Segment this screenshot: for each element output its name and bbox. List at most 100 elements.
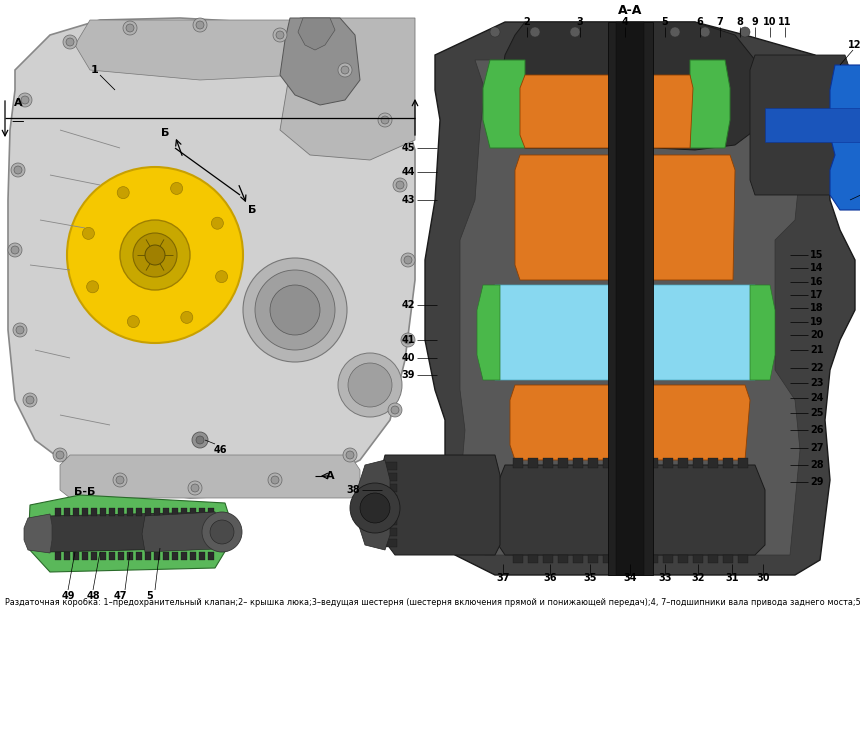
Bar bbox=[208, 552, 214, 560]
Circle shape bbox=[338, 353, 402, 417]
Bar bbox=[199, 508, 205, 516]
Circle shape bbox=[276, 31, 284, 39]
Text: 1: 1 bbox=[91, 65, 99, 75]
Text: 19: 19 bbox=[810, 317, 824, 327]
Bar bbox=[190, 508, 196, 516]
Circle shape bbox=[270, 285, 320, 335]
Bar bbox=[573, 458, 583, 468]
Bar bbox=[648, 555, 658, 563]
Polygon shape bbox=[613, 148, 640, 220]
Circle shape bbox=[271, 476, 279, 484]
Circle shape bbox=[404, 336, 412, 344]
Bar bbox=[199, 552, 205, 560]
Polygon shape bbox=[632, 155, 735, 280]
Bar bbox=[738, 555, 748, 563]
Bar bbox=[618, 458, 628, 468]
Circle shape bbox=[16, 326, 24, 334]
Text: 20: 20 bbox=[810, 330, 824, 340]
Bar bbox=[383, 484, 397, 492]
Text: 29: 29 bbox=[810, 477, 824, 487]
Bar bbox=[118, 508, 124, 516]
Circle shape bbox=[26, 396, 34, 404]
Bar bbox=[633, 555, 643, 563]
Text: 44: 44 bbox=[402, 167, 415, 177]
Text: 5: 5 bbox=[661, 17, 668, 27]
Bar bbox=[558, 458, 568, 468]
Bar bbox=[55, 508, 61, 516]
Circle shape bbox=[396, 181, 404, 189]
Bar bbox=[100, 508, 106, 516]
Bar bbox=[738, 458, 748, 468]
Circle shape bbox=[346, 451, 354, 459]
Bar bbox=[663, 458, 673, 468]
Circle shape bbox=[145, 245, 165, 265]
Text: 27: 27 bbox=[810, 443, 824, 453]
Bar bbox=[64, 508, 70, 516]
Circle shape bbox=[188, 481, 202, 495]
Circle shape bbox=[66, 38, 74, 46]
Text: 45: 45 bbox=[402, 143, 415, 153]
Bar bbox=[663, 555, 673, 563]
Polygon shape bbox=[280, 18, 360, 105]
Bar bbox=[678, 555, 688, 563]
Polygon shape bbox=[490, 285, 760, 380]
Polygon shape bbox=[24, 514, 52, 553]
Text: Б-Б: Б-Б bbox=[74, 487, 95, 497]
Circle shape bbox=[490, 27, 500, 37]
Bar bbox=[543, 458, 553, 468]
Circle shape bbox=[381, 116, 389, 124]
Circle shape bbox=[53, 448, 67, 462]
Bar bbox=[136, 508, 142, 516]
Circle shape bbox=[117, 187, 129, 199]
Circle shape bbox=[13, 323, 27, 337]
Text: 48: 48 bbox=[86, 591, 100, 601]
Text: 40: 40 bbox=[402, 353, 415, 363]
Polygon shape bbox=[45, 512, 218, 552]
Polygon shape bbox=[750, 285, 775, 380]
Polygon shape bbox=[60, 455, 360, 498]
Circle shape bbox=[11, 246, 19, 254]
Bar bbox=[145, 508, 151, 516]
Bar bbox=[558, 555, 568, 563]
Text: 4: 4 bbox=[622, 17, 629, 27]
Text: 33: 33 bbox=[658, 573, 672, 583]
Bar bbox=[633, 458, 643, 468]
Bar bbox=[172, 508, 178, 516]
Bar bbox=[588, 555, 598, 563]
Polygon shape bbox=[28, 495, 235, 572]
Text: 35: 35 bbox=[583, 573, 597, 583]
Text: А: А bbox=[326, 471, 335, 481]
Bar bbox=[513, 458, 523, 468]
Bar bbox=[91, 508, 97, 516]
Bar bbox=[136, 552, 142, 560]
Text: Раздаточная коробка: 1–предохранительный клапан;2– крышка люка;3–ведущая шестерн: Раздаточная коробка: 1–предохранительный… bbox=[5, 598, 860, 607]
Circle shape bbox=[360, 493, 390, 523]
Bar bbox=[603, 458, 613, 468]
Bar bbox=[163, 552, 169, 560]
Circle shape bbox=[127, 315, 139, 328]
Bar bbox=[73, 552, 79, 560]
Circle shape bbox=[23, 393, 37, 407]
Circle shape bbox=[273, 28, 287, 42]
Circle shape bbox=[388, 403, 402, 417]
Text: 34: 34 bbox=[624, 573, 636, 583]
Circle shape bbox=[120, 220, 190, 290]
Bar bbox=[678, 458, 688, 468]
Text: 49: 49 bbox=[61, 591, 75, 601]
Text: 22: 22 bbox=[810, 363, 824, 373]
Circle shape bbox=[56, 451, 64, 459]
Circle shape bbox=[255, 270, 335, 350]
Bar bbox=[588, 458, 598, 468]
Polygon shape bbox=[280, 18, 415, 160]
Polygon shape bbox=[690, 60, 730, 148]
Text: 12: 12 bbox=[848, 40, 860, 50]
Bar bbox=[154, 552, 160, 560]
Bar bbox=[172, 552, 178, 560]
Text: 32: 32 bbox=[691, 573, 704, 583]
Circle shape bbox=[18, 93, 32, 107]
Bar bbox=[109, 508, 115, 516]
Bar bbox=[708, 555, 718, 563]
Bar bbox=[181, 552, 187, 560]
Text: 21: 21 bbox=[810, 345, 824, 355]
Text: 14: 14 bbox=[810, 263, 824, 273]
